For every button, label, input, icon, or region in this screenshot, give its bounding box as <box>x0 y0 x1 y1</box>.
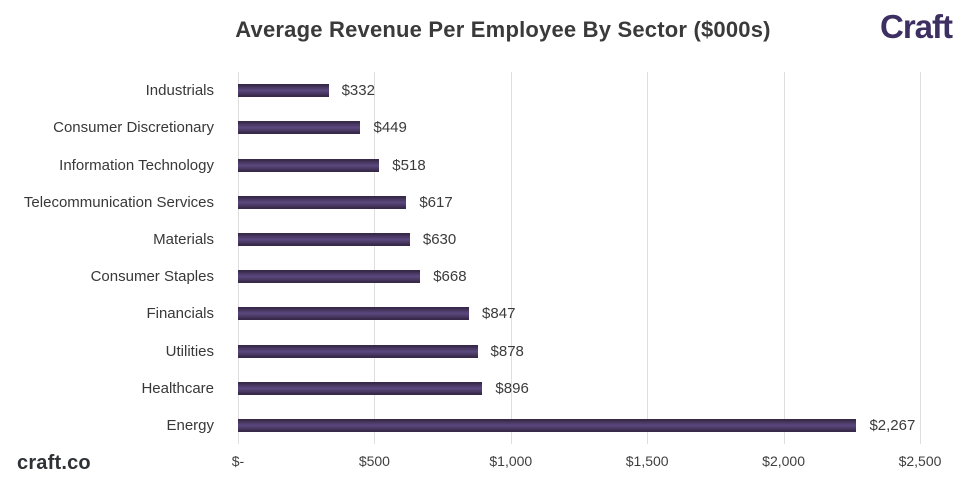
value-label: $630 <box>422 230 457 248</box>
category-label: Financials <box>146 305 214 323</box>
x-tick-label: $1,000 <box>489 453 533 469</box>
bar-row: Energy $2,267 <box>0 407 966 444</box>
bar-row: Materials $630 <box>0 221 966 258</box>
gridline <box>238 72 239 444</box>
gridlines <box>238 72 921 444</box>
bar-track: $332 <box>238 82 920 99</box>
category-label: Consumer Discretionary <box>53 119 214 137</box>
bar <box>238 344 478 358</box>
x-axis: $- $500 $1,000 $1,500 $2,000 $2,500 <box>232 453 942 473</box>
value-label: $617 <box>419 193 453 211</box>
footer-brand-link: craft.co <box>17 452 91 474</box>
bar-track: $2,267 <box>238 417 920 434</box>
bar-row: Utilities $878 <box>0 332 966 369</box>
bar-track: $617 <box>238 194 920 211</box>
value-label: $518 <box>392 156 426 174</box>
gridline <box>374 72 376 444</box>
bar-row: Telecommunication Services $617 <box>0 184 966 221</box>
value-label: $2,267 <box>869 416 916 434</box>
gridline <box>920 72 921 444</box>
value-label: $332 <box>341 82 375 100</box>
chart-title: Average Revenue Per Employee By Sector (… <box>235 17 771 42</box>
bar-track: $668 <box>238 268 920 285</box>
value-label: $668 <box>433 268 467 286</box>
x-tick-label: $- <box>231 453 245 469</box>
bar-track: $630 <box>238 231 920 248</box>
bar <box>238 381 483 395</box>
category-label: Telecommunication Services <box>23 193 214 211</box>
bar-track: $518 <box>238 157 920 174</box>
value-label: $878 <box>490 342 524 360</box>
bar <box>238 84 329 98</box>
bar <box>238 195 407 209</box>
gridline <box>510 72 512 444</box>
craft-logo: Craft <box>879 8 953 45</box>
bar <box>238 232 410 246</box>
value-label: $449 <box>373 119 407 137</box>
bar-track: $847 <box>238 305 920 322</box>
category-label: Information Technology <box>59 156 214 174</box>
category-label: Industrials <box>145 82 214 100</box>
bar-row: Financials $847 <box>0 295 966 332</box>
x-tick-label: $500 <box>358 453 390 469</box>
bar-track: $449 <box>238 119 920 136</box>
x-tick-label: $2,500 <box>898 453 942 469</box>
gridline <box>647 72 649 444</box>
value-label: $847 <box>482 305 516 323</box>
bar <box>238 158 380 172</box>
bar <box>238 270 421 284</box>
bar-row: Healthcare $896 <box>0 370 966 407</box>
bar-track: $878 <box>238 343 920 360</box>
bar-row: Industrials $332 <box>0 72 966 109</box>
category-label: Materials <box>153 230 214 248</box>
bar <box>238 121 361 135</box>
bar-rows: Industrials $332 Consumer Discretionary $44… <box>0 72 966 444</box>
gridline <box>783 72 785 444</box>
bar-row: Information Technology $518 <box>0 146 966 183</box>
category-label: Utilities <box>165 342 214 360</box>
x-tick-label: $2,000 <box>762 453 806 469</box>
value-label: $896 <box>495 379 529 397</box>
category-label: Energy <box>166 416 214 434</box>
category-label: Healthcare <box>141 379 214 397</box>
bar-row: Consumer Discretionary $449 <box>0 109 966 146</box>
bar-row: Consumer Staples $668 <box>0 258 966 295</box>
category-label: Consumer Staples <box>90 268 214 286</box>
bar <box>238 307 470 321</box>
bar-track: $896 <box>238 380 920 397</box>
x-tick-label: $1,500 <box>625 453 669 469</box>
bar <box>238 418 857 432</box>
